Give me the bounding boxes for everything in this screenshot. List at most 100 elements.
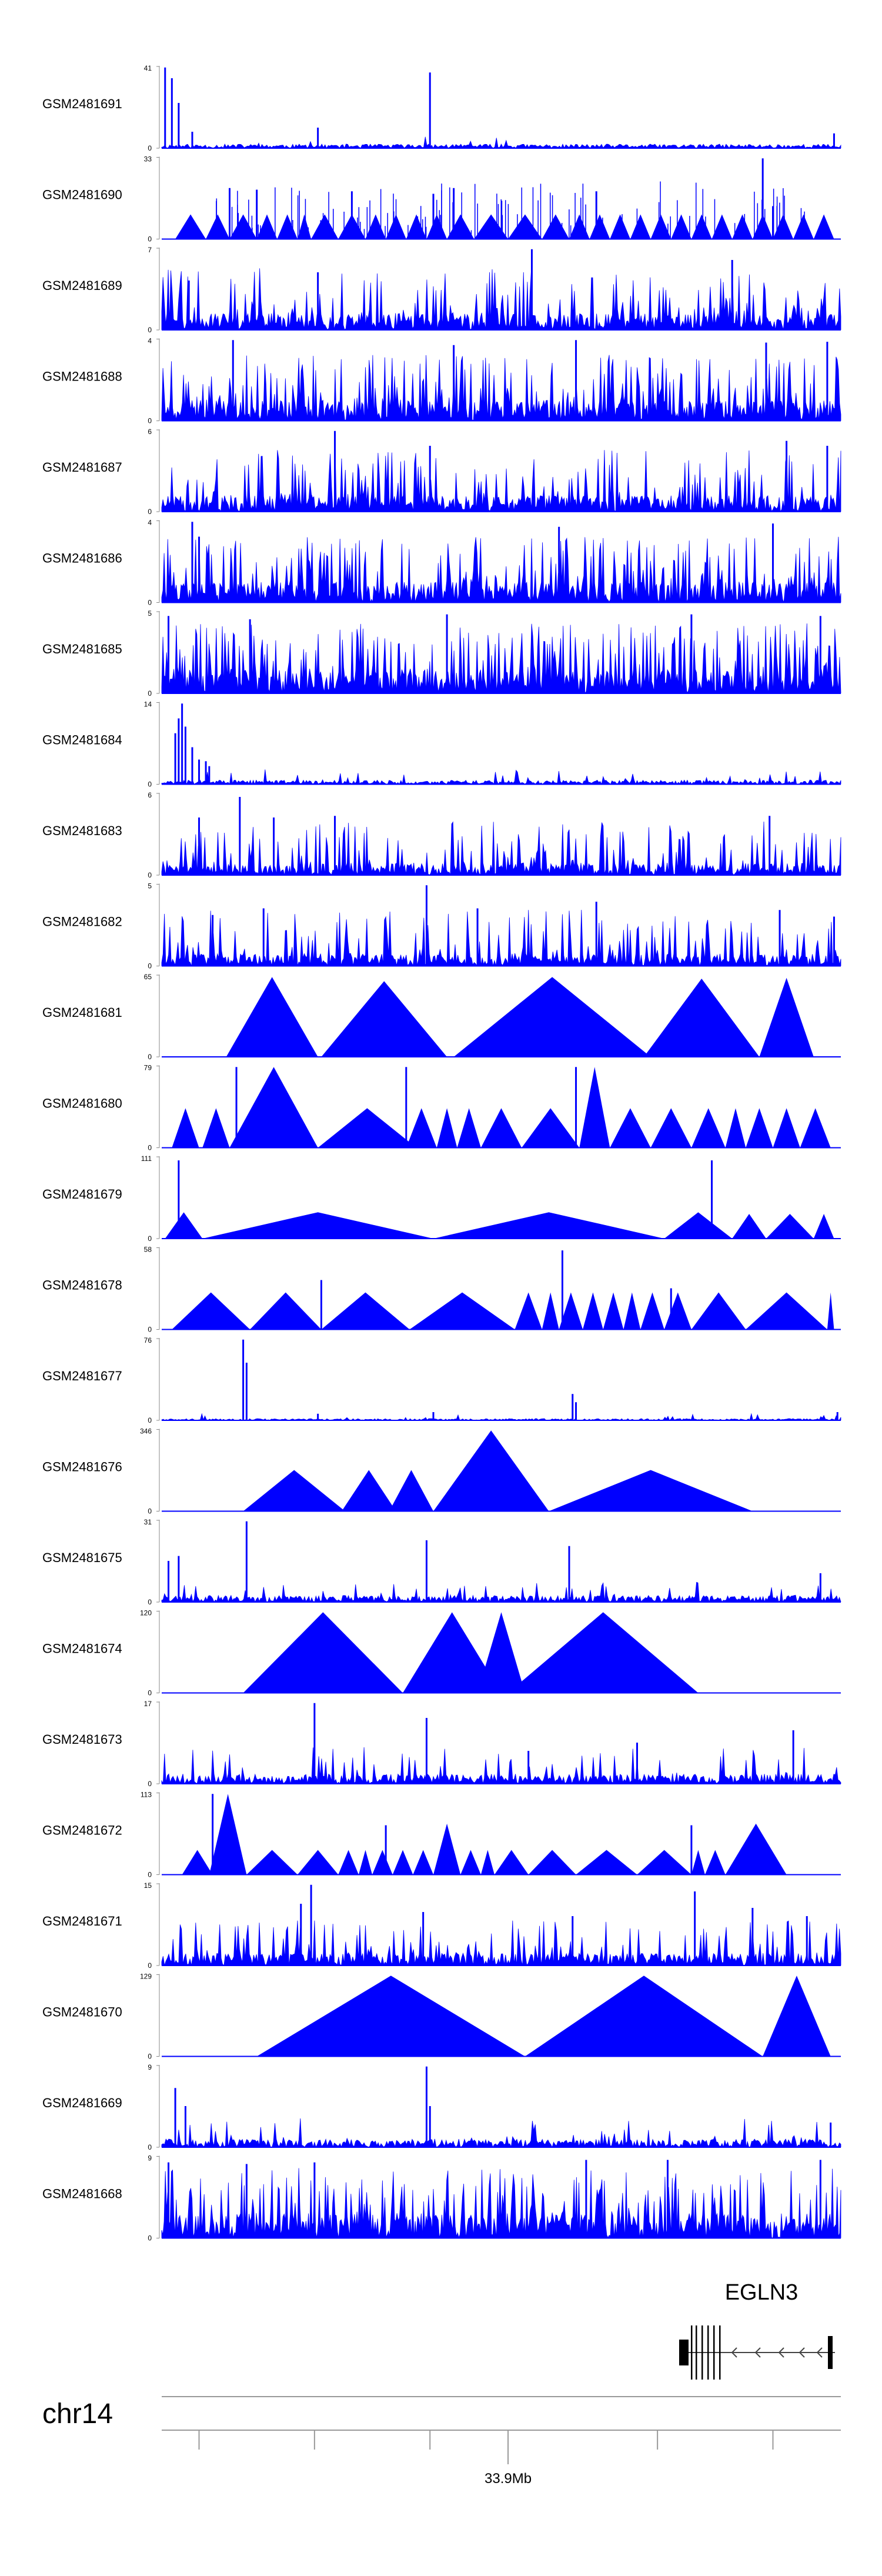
strand-arrow xyxy=(731,2347,737,2358)
coverage-triangle xyxy=(711,214,733,239)
coverage-triangle xyxy=(813,214,834,239)
y-max-tick: 5 xyxy=(148,882,152,890)
coverage-triangle xyxy=(321,981,447,1057)
coverage-triangle xyxy=(338,1850,359,1875)
strand-arrow xyxy=(778,2347,784,2358)
coverage-triangle xyxy=(773,1108,800,1148)
coverage-triangle xyxy=(298,214,312,239)
y-min-tick: 0 xyxy=(148,1689,152,1697)
coverage-triangle xyxy=(256,214,278,239)
coverage-triangle xyxy=(813,1214,834,1239)
coverage-triangle xyxy=(175,214,206,239)
y-max-tick: 129 xyxy=(140,1973,152,1981)
coverage-triangle xyxy=(610,1108,651,1148)
coverage-triangle xyxy=(243,1470,345,1511)
gene-exon-line xyxy=(696,2325,697,2380)
coverage-triangle xyxy=(508,214,542,239)
y-min-tick: 0 xyxy=(148,2234,152,2243)
y-min-tick: 0 xyxy=(148,417,152,425)
coverage-triangle xyxy=(514,1292,542,1330)
y-max-tick: 76 xyxy=(144,1336,152,1344)
coverage-triangle xyxy=(406,1108,437,1148)
y-min-tick: 0 xyxy=(148,1780,152,1788)
strand-arrow xyxy=(816,2347,823,2358)
y-min-tick: 0 xyxy=(148,599,152,607)
track-label: GSM2481669 xyxy=(42,2095,122,2110)
coverage-triangle xyxy=(243,1612,403,1693)
y-max-tick: 9 xyxy=(148,2063,152,2071)
track-label: GSM2481673 xyxy=(42,1732,122,1747)
coverage-triangle xyxy=(182,1850,213,1875)
coverage-triangle xyxy=(569,214,590,239)
coverage-area xyxy=(161,910,841,967)
y-min-tick: 0 xyxy=(148,2053,152,2061)
coverage-triangle xyxy=(763,1976,831,2057)
coverage-triangle xyxy=(827,1292,834,1330)
coverage-triangle xyxy=(759,977,814,1057)
strand-arrow xyxy=(799,2347,805,2358)
coverage-area xyxy=(161,821,841,876)
coverage-triangle xyxy=(725,1108,746,1148)
coverage-triangle xyxy=(365,214,386,239)
y-max-tick: 14 xyxy=(144,700,152,709)
coverage-triangle xyxy=(172,1292,250,1330)
coverage-triangle xyxy=(589,214,610,239)
y-max-tick: 33 xyxy=(144,155,152,163)
y-min-tick: 0 xyxy=(148,962,152,970)
y-min-tick: 0 xyxy=(148,144,152,152)
y-min-tick: 0 xyxy=(148,1144,152,1152)
coverage-triangle xyxy=(298,1850,339,1875)
coverage-triangle xyxy=(392,1850,413,1875)
y-max-tick: 346 xyxy=(140,1427,152,1436)
coverage-triangle xyxy=(766,1214,814,1239)
gene-exon xyxy=(679,2340,689,2365)
chromosome-label: chr14 xyxy=(42,2398,113,2430)
track-label: GSM2481687 xyxy=(42,460,122,475)
coverage-triangle xyxy=(229,214,257,239)
coverage-triangle xyxy=(406,214,427,239)
y-max-tick: 6 xyxy=(148,791,152,799)
coverage-triangle xyxy=(583,1292,603,1330)
coverage-area xyxy=(161,450,841,513)
coverage-triangle xyxy=(664,1212,733,1239)
coverage-area xyxy=(161,623,841,694)
coverage-triangle xyxy=(453,977,651,1057)
coverage-triangle xyxy=(637,1850,691,1875)
coverage-triangle xyxy=(457,1108,481,1148)
coverage-triangle xyxy=(372,1850,393,1875)
coverage-triangle xyxy=(691,1850,705,1875)
coverage-triangle xyxy=(603,1292,624,1330)
coverage-area xyxy=(161,355,841,421)
coverage-area xyxy=(161,2118,841,2148)
coverage-triangle xyxy=(202,1108,230,1148)
y-min-tick: 0 xyxy=(148,1961,152,1970)
track-label: GSM2481691 xyxy=(42,96,122,111)
coverage-triangle xyxy=(494,1850,529,1875)
coverage-triangle xyxy=(436,1108,457,1148)
y-min-tick: 0 xyxy=(148,326,152,334)
coverage-triangle xyxy=(705,1850,726,1875)
gene-exon-line xyxy=(719,2325,721,2380)
y-max-tick: 6 xyxy=(148,428,152,436)
strand-arrow xyxy=(754,2347,761,2358)
coverage-area xyxy=(161,1920,841,1966)
coverage-triangle xyxy=(542,1292,559,1330)
track-label: GSM2481672 xyxy=(42,1823,122,1838)
y-max-tick: 58 xyxy=(144,1246,152,1254)
y-min-tick: 0 xyxy=(148,1053,152,1061)
coverage-triangle xyxy=(477,1612,525,1693)
coverage-area xyxy=(161,1413,841,1421)
track-label: GSM2481688 xyxy=(42,369,122,384)
coverage-triangle xyxy=(480,1850,495,1875)
coverage-triangle xyxy=(528,1850,576,1875)
track-label: GSM2481685 xyxy=(42,642,122,656)
coverage-triangle xyxy=(480,1108,522,1148)
coverage-triangle xyxy=(691,1292,746,1330)
coverage-triangle xyxy=(460,1850,481,1875)
coverage-triangle xyxy=(650,1108,691,1148)
track-label: GSM2481690 xyxy=(42,188,122,202)
coverage-triangle xyxy=(256,1976,525,2057)
coverage-triangle xyxy=(732,1214,766,1239)
y-max-tick: 79 xyxy=(144,1064,152,1072)
y-max-tick: 113 xyxy=(141,1791,152,1799)
